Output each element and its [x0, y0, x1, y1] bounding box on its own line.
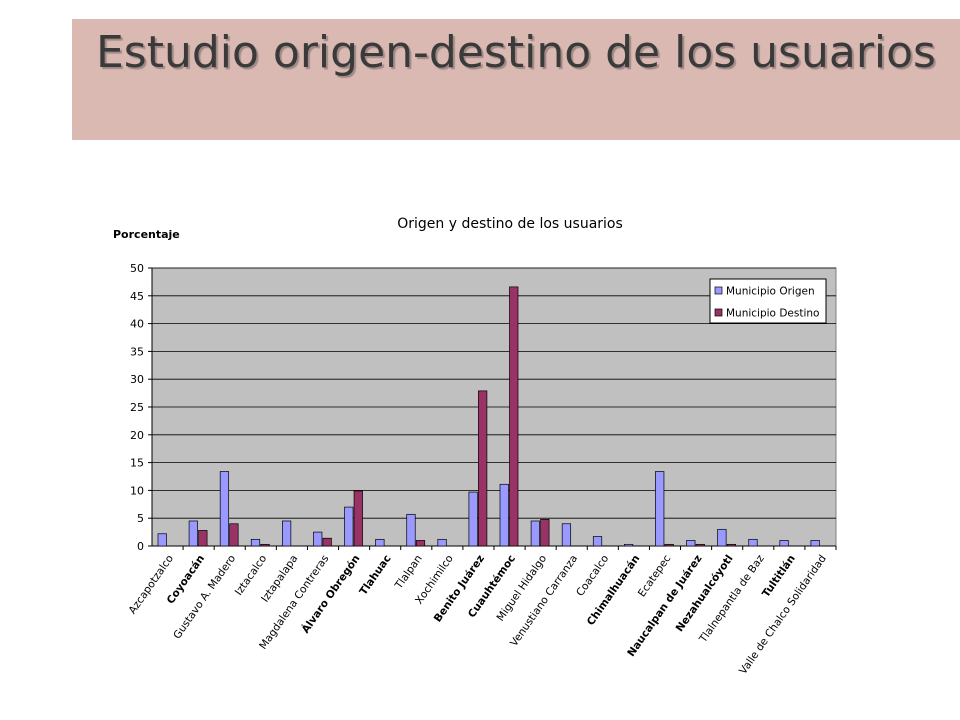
x-tick-label: Azcapotzalco: [126, 553, 176, 617]
y-tick-label: 50: [130, 262, 144, 275]
bar-origen: [748, 538, 758, 547]
y-tick-label: 20: [130, 429, 144, 442]
y-tick-label: 25: [130, 401, 144, 414]
bar-destino: [415, 540, 426, 547]
bar-origen: [375, 538, 385, 547]
y-tick-label: 45: [130, 290, 144, 303]
legend-label-destino: Municipio Destino: [726, 308, 819, 320]
x-tick-label: Álvaro Obregón: [299, 552, 363, 635]
bar-origen: [157, 533, 167, 547]
bar-origen: [282, 520, 292, 547]
legend-swatch-destino: [714, 308, 723, 317]
bar-destino: [353, 490, 363, 547]
bar-destino: [229, 523, 239, 547]
bar-destino: [540, 518, 550, 547]
bar-destino: [695, 543, 705, 547]
bar-destino: [726, 543, 736, 547]
y-tick-label: 10: [130, 484, 144, 497]
legend-swatch-origen: [714, 286, 723, 295]
bar-origen: [592, 536, 603, 547]
bar-destino: [260, 543, 270, 547]
bar-origen: [717, 528, 727, 547]
bar-origen: [188, 520, 198, 547]
bar-origen: [219, 471, 230, 547]
bar-origen: [779, 540, 789, 547]
bar-origen: [437, 538, 447, 547]
x-tick-label: Gustavo A. Madero: [171, 553, 238, 641]
y-tick-label: 35: [130, 345, 144, 358]
x-tick-label: Tlalpan: [392, 553, 424, 592]
legend: [709, 278, 827, 324]
y-tick-label: 15: [130, 457, 144, 470]
bar-origen: [313, 531, 323, 547]
bar-destino: [322, 537, 332, 547]
x-tick-label: Tlahuac: [357, 553, 393, 598]
bar-origen: [810, 540, 820, 547]
y-tick-label: 30: [130, 373, 144, 386]
bar-destino: [198, 530, 208, 547]
bar-origen: [624, 543, 634, 547]
y-tick-label: 40: [130, 318, 144, 331]
slide-title: Estudio origen-destino de los usuarios: [96, 27, 936, 78]
bar-destino: [478, 390, 488, 547]
y-tick-label: 0: [137, 540, 144, 553]
y-tick-label: 5: [137, 512, 144, 525]
legend-label-origen: Municipio Origen: [726, 286, 815, 298]
bar-origen: [499, 483, 509, 547]
bar-origen: [686, 540, 696, 547]
bar-destino: [509, 286, 519, 547]
y-axis-label: Porcentaje: [113, 228, 180, 241]
bar-origen: [530, 520, 540, 547]
bar-origen: [250, 538, 261, 547]
bar-origen: [468, 491, 478, 547]
bar-origen: [344, 506, 354, 547]
title-banner: Estudio origen-destino de los usuarios: [72, 19, 960, 140]
chart-title: Origen y destino de los usuarios: [397, 216, 623, 232]
x-tick-label: Nezahualcóyotl: [674, 553, 736, 634]
bar-origen: [655, 471, 665, 547]
bar-origen: [561, 523, 572, 547]
bar-origen: [406, 513, 416, 547]
bar-destino: [664, 543, 674, 547]
